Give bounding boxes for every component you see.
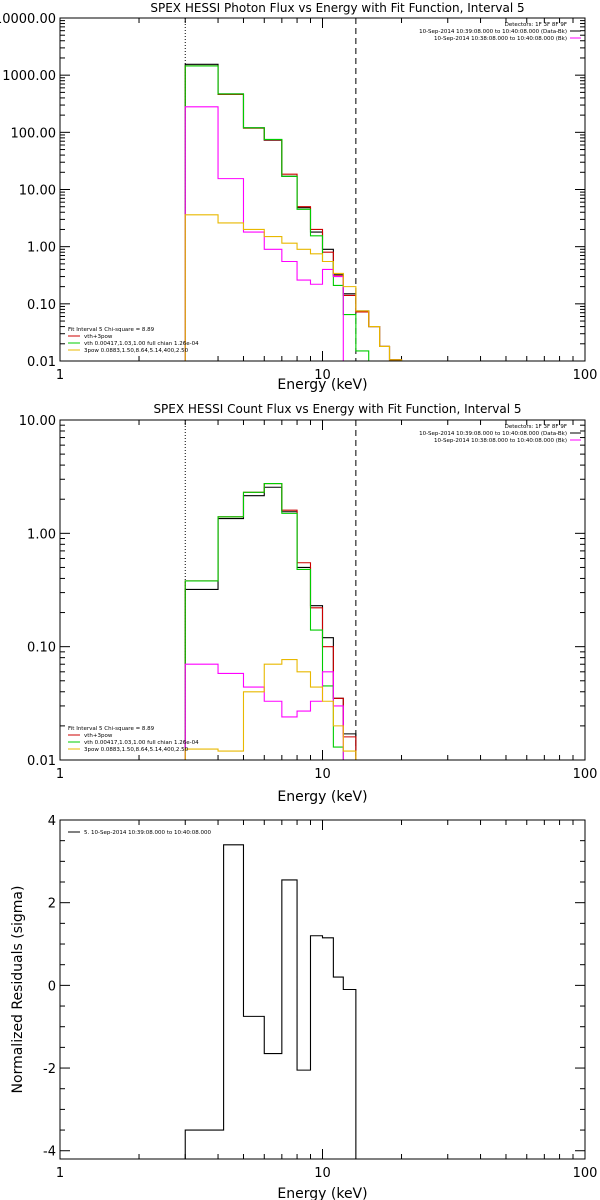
chart1-xtick-label: 1 xyxy=(56,767,64,782)
chart0-legend-bottom-2: vth 0.00417,1.03,1.00 full chian 1.26e-0… xyxy=(84,341,199,347)
chart1-legend-top-0: Detectors: 1F 3F 8F 9F xyxy=(505,424,567,430)
chart2-ytick-label: -4 xyxy=(43,1145,56,1160)
chart2-xtick-label: 100 xyxy=(573,1166,598,1181)
chart2-ylabel: Normalized Residuals (sigma) xyxy=(10,886,26,1094)
chart0-xtick-label: 1 xyxy=(56,368,64,383)
chart2-xlabel: Energy (keV) xyxy=(277,1186,367,1200)
chart2-ytick-label: 2 xyxy=(48,897,56,912)
chart1-legend-bottom-1: vth+3pow xyxy=(84,733,113,739)
chart1-legend-top-1: 10-Sep-2014 10:39:08.000 to 10:40:08.000… xyxy=(419,431,567,437)
chart1-series-0 xyxy=(184,486,357,760)
chart1-title: SPEX HESSI Count Flux vs Energy with Fit… xyxy=(153,402,521,416)
chart1-frame xyxy=(59,419,586,761)
photon-flux-panel: SPEX HESSI Photon Flux vs Energy with Fi… xyxy=(0,1,597,393)
chart0-legend-bottom-1: vth+3pow xyxy=(84,334,113,340)
chart0-legend-top-2: 10-Sep-2014 10:38:08.000 to 10:40:08.000… xyxy=(434,36,567,42)
chart0-ytick-label: 0.10 xyxy=(27,298,56,313)
chart0-xlabel: Energy (keV) xyxy=(277,377,367,393)
chart0-ytick-label: 100.00 xyxy=(11,126,57,141)
chart1-xtick-label: 10 xyxy=(314,767,331,782)
chart0-xtick-label: 100 xyxy=(573,368,598,383)
chart2-xtick-label: 1 xyxy=(56,1166,64,1181)
chart0-series-4 xyxy=(184,214,403,361)
chart1-legend-top-2: 10-Sep-2014 10:38:08.000 to 10:40:08.000… xyxy=(434,438,567,444)
chart1-legend-bottom-2: vth 0.00417,1.03,1.00 full chian 1.26e-0… xyxy=(84,740,199,746)
chart0-ytick-label: 1.00 xyxy=(27,241,56,256)
chart0-series-3 xyxy=(184,106,344,361)
chart0-title: SPEX HESSI Photon Flux vs Energy with Fi… xyxy=(150,1,524,15)
chart0-ytick-label: 10.00 xyxy=(19,184,56,199)
chart2-legend-0: 5. 10-Sep-2014 10:39:08.000 to 10:40:08.… xyxy=(84,830,211,836)
chart1-series-group xyxy=(184,482,357,760)
chart1-xtick-label: 100 xyxy=(573,767,598,782)
chart0-legend-bottom-3: 3pow 0.0883,1.50,8.64,5.14,400,2.50 xyxy=(84,348,189,354)
chart0-legend-top-0: Detectors: 1F 3F 8F 9F xyxy=(505,22,567,28)
chart0-ytick-label: 10000.00 xyxy=(0,12,56,27)
count-flux-panel: SPEX HESSI Count Flux vs Energy with Fit… xyxy=(19,402,598,805)
chart1-legend-bottom-0: Fit Interval 5 Chi-square = 8.89 xyxy=(68,726,155,732)
chart1-xlabel: Energy (keV) xyxy=(277,789,367,805)
chart0-series-2 xyxy=(184,65,370,361)
chart0-legend-top-1: 10-Sep-2014 10:39:08.000 to 10:40:08.000… xyxy=(419,29,567,35)
chart0-legend-bottom-0: Fit Interval 5 Chi-square = 8.89 xyxy=(68,327,155,333)
chart2-series-group xyxy=(184,844,357,1159)
chart2-series-0 xyxy=(184,844,357,1159)
chart1-series-4 xyxy=(184,658,357,760)
chart1-ytick-label: 0.01 xyxy=(27,754,56,769)
chart1-series-1 xyxy=(184,482,357,760)
chart0-xtick-label: 10 xyxy=(314,368,331,383)
chart1-ytick-label: 10.00 xyxy=(19,414,56,429)
chart2-xtick-label: 10 xyxy=(314,1166,331,1181)
chart0-ytick-label: 1000.00 xyxy=(2,69,56,84)
chart2-ytick-label: -2 xyxy=(43,1062,56,1077)
chart1-series-2 xyxy=(184,482,344,760)
chart2-frame xyxy=(59,819,586,1160)
chart0-frame xyxy=(59,17,586,362)
residuals-panel: 1 10 100 4 2 0 -2 -4 Energy (keV) Normalized Resi… xyxy=(10,814,597,1200)
chart1-series-3 xyxy=(184,663,344,760)
chart0-series-group xyxy=(184,63,403,361)
chart1-legend-bottom-3: 3pow 0.0883,1.50,8.64,5.14,400,2.50 xyxy=(84,747,189,753)
chart2-ytick-label: 4 xyxy=(48,814,56,829)
chart1-ytick-label: 0.10 xyxy=(27,641,56,656)
chart2-ytick-label: 0 xyxy=(48,979,56,994)
chart1-ytick-label: 1.00 xyxy=(27,527,56,542)
chart0-ytick-label: 0.01 xyxy=(27,355,56,370)
